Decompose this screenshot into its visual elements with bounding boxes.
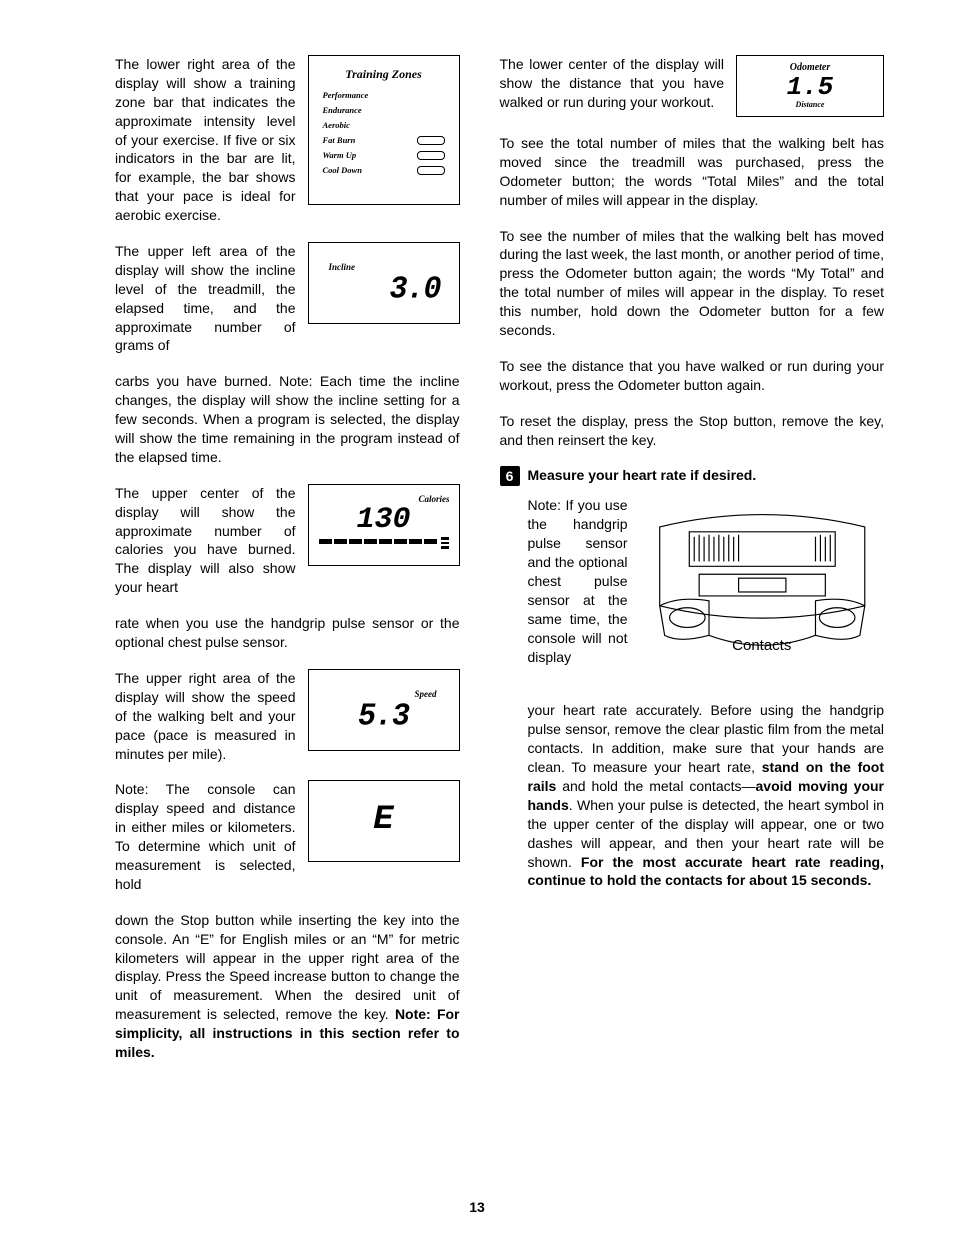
para-reset: To reset the display, press the Stop but… <box>500 412 885 450</box>
para-hr-a: Note: If you use the handgrip pulse sens… <box>528 496 628 666</box>
para-speed: The upper right area of the display will… <box>115 669 296 763</box>
para-odo-again: To see the distance that you have walked… <box>500 357 885 395</box>
unit-display: E <box>308 780 460 862</box>
para-training-zone: The lower right area of the display will… <box>115 55 296 225</box>
para-calories-b: rate when you use the handgrip pulse sen… <box>115 614 460 652</box>
step-number-icon: 6 <box>500 466 520 486</box>
zone-bar-icon <box>417 151 445 160</box>
calories-track-icon <box>309 539 459 549</box>
para-units-b: down the Stop button while inserting the… <box>115 911 460 1062</box>
calories-display: Calories 130 <box>308 484 460 566</box>
training-zones-display: Training Zones Performance Endurance Aer… <box>308 55 460 205</box>
para-incline-a: The upper left area of the display will … <box>115 242 296 355</box>
para-calories-a: The upper center of the display will sho… <box>115 484 296 597</box>
training-zones-title: Training Zones <box>323 66 445 82</box>
step-6-heading: 6 Measure your heart rate if desired. <box>500 466 885 486</box>
incline-display: Incline 3.0 <box>308 242 460 324</box>
zone-bar-icon <box>417 136 445 145</box>
right-column: The lower center of the display will sho… <box>500 55 885 1079</box>
console-illustration: Contacts <box>640 496 885 684</box>
para-distance: The lower center of the display will sho… <box>500 55 725 112</box>
left-column: The lower right area of the display will… <box>115 55 460 1079</box>
odometer-display: Odometer 1.5 Distance <box>736 55 884 117</box>
contacts-label: Contacts <box>640 636 885 656</box>
para-units-a: Note: The console can display speed and … <box>115 780 296 893</box>
page-number: 13 <box>0 1199 954 1215</box>
para-hr-b: your heart rate accurately. Before using… <box>528 701 885 890</box>
para-total-miles: To see the total number of miles that th… <box>500 134 885 210</box>
speed-display: Speed 5.3 <box>308 669 460 751</box>
zone-bar-icon <box>417 166 445 175</box>
para-incline-b: carbs you have burned. Note: Each time t… <box>115 372 460 466</box>
para-my-total: To see the number of miles that the walk… <box>500 227 885 340</box>
